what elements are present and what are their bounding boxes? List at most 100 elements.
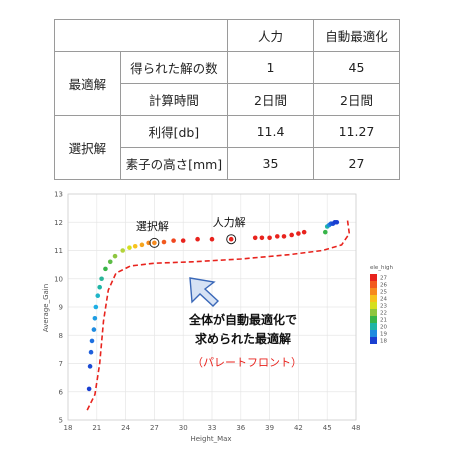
colorbar-label: 22 xyxy=(380,311,387,317)
colorbar-label: 19 xyxy=(380,332,387,338)
scatter-point xyxy=(152,240,157,246)
scatter-point xyxy=(87,364,93,369)
cell-gain-auto: 11.27 xyxy=(313,115,400,148)
row-label-time: 計算時間 xyxy=(119,83,229,116)
colorbar-swatch xyxy=(370,330,377,337)
row-label-height: 素子の高さ[mm] xyxy=(119,147,229,180)
y-axis-label: Average_Gain xyxy=(42,284,50,332)
header-manual: 人力 xyxy=(227,19,314,52)
group-optimal: 最適解 xyxy=(54,51,121,116)
cell-gain-manual: 11.4 xyxy=(227,115,314,148)
colorbar-swatch xyxy=(370,295,377,302)
scatter-point xyxy=(91,327,97,332)
selected-solution-label: 選択解 xyxy=(136,219,169,233)
x-tick-label: 33 xyxy=(208,424,217,432)
x-axis-label: Height_Max xyxy=(190,435,231,443)
colorbar-label: 18 xyxy=(380,339,387,345)
colorbar-swatch xyxy=(370,316,377,323)
scatter-point xyxy=(259,235,265,241)
x-tick-label: 24 xyxy=(121,424,130,432)
scatter-point xyxy=(322,229,328,235)
y-tick-label: 11 xyxy=(54,247,63,255)
scatter-point xyxy=(334,219,340,225)
colorbar-swatch xyxy=(370,323,377,330)
y-tick-label: 9 xyxy=(59,304,63,312)
colorbar-swatch xyxy=(370,302,377,309)
scatter-point xyxy=(209,236,215,242)
colorbar-swatch xyxy=(370,288,377,295)
scatter-point xyxy=(195,236,200,242)
scatter-point xyxy=(103,266,108,272)
colorbar-swatch xyxy=(370,274,377,281)
scatter-point xyxy=(180,238,186,243)
cell-solutions-manual: 1 xyxy=(227,51,314,84)
scatter-point xyxy=(161,239,167,245)
scatter-point xyxy=(99,276,104,282)
scatter-point xyxy=(107,259,113,265)
x-tick-label: 45 xyxy=(323,424,332,432)
x-tick-label: 39 xyxy=(265,424,274,432)
pareto-front-curve xyxy=(86,219,351,411)
scatter-point xyxy=(252,235,258,241)
colorbar-label: 26 xyxy=(380,283,387,289)
colorbar-swatch xyxy=(370,281,377,288)
comparison-table: 人力 自動最適化 最適解 得られた解の数 1 45 計算時間 2日間 2日間 選… xyxy=(54,19,400,180)
colorbar-label: 20 xyxy=(380,325,387,331)
colorbar-swatch xyxy=(370,309,377,316)
scatter-point xyxy=(112,253,118,259)
scatter-point xyxy=(120,248,126,253)
cell-height-manual: 35 xyxy=(227,147,314,180)
cell-height-auto: 27 xyxy=(313,147,400,180)
scatter-point xyxy=(127,245,132,250)
row-label-solutions: 得られた解の数 xyxy=(119,51,229,84)
scatter-point xyxy=(95,293,101,298)
y-tick-label: 7 xyxy=(59,360,63,368)
scatter-point xyxy=(132,243,138,249)
x-tick-label: 21 xyxy=(92,424,101,432)
x-tick-label: 27 xyxy=(150,424,159,432)
table-corner xyxy=(54,19,228,52)
cell-solutions-auto: 45 xyxy=(313,51,400,84)
scatter-point xyxy=(281,234,287,239)
x-tick-labels: 18 21 24 27 30 33 36 39 42 45 48 xyxy=(64,424,361,432)
colorbar-label: 24 xyxy=(380,297,387,303)
colorbar-swatch xyxy=(370,337,377,344)
pareto-label-line2: 求められた最適解 xyxy=(195,331,291,346)
y-tick-label: 13 xyxy=(54,191,63,199)
x-tick-label: 36 xyxy=(236,424,245,432)
colorbar-label: 27 xyxy=(380,276,387,282)
y-tick-label: 6 xyxy=(59,388,64,396)
scatter-points xyxy=(86,219,340,392)
scatter-point xyxy=(86,386,92,392)
scatter-point xyxy=(289,232,294,238)
scatter-point xyxy=(97,284,102,290)
scatter-point xyxy=(92,316,98,321)
solution-annotations: 選択解 人力解 xyxy=(136,215,246,248)
selected-solution-marker xyxy=(149,237,160,248)
colorbar-label: 25 xyxy=(380,290,387,296)
plot-grid xyxy=(67,193,357,421)
scatter-point xyxy=(89,338,95,344)
x-tick-label: 42 xyxy=(294,424,303,432)
scatter-point xyxy=(139,242,145,248)
pareto-scatter-chart: 18 21 24 27 30 33 36 39 42 45 48 5 6 7 8 9 10 11 12 13 Hei… xyxy=(42,191,394,444)
scatter-point xyxy=(88,349,94,355)
x-tick-label: 18 xyxy=(64,424,73,432)
header-auto: 自動最適化 xyxy=(313,19,400,52)
y-tick-label: 12 xyxy=(54,219,63,227)
colorbar-label: 21 xyxy=(380,318,387,324)
scatter-point xyxy=(267,235,272,241)
pareto-label-line1: 全体が自動最適化で xyxy=(188,312,297,327)
scatter-point xyxy=(93,304,99,310)
row-label-gain: 利得[db] xyxy=(119,115,229,148)
colorbar-title: ele_high xyxy=(370,265,394,271)
selected-solution-marker xyxy=(226,234,237,245)
x-tick-label: 30 xyxy=(179,424,188,432)
pareto-front-sublabel: （パレートフロント） xyxy=(192,356,302,369)
selected-solution-label: 人力解 xyxy=(213,215,246,229)
x-tick-label: 48 xyxy=(352,424,361,432)
scatter-point xyxy=(274,234,280,239)
cell-time-auto: 2日間 xyxy=(313,83,400,116)
y-tick-labels: 5 6 7 8 9 10 11 12 13 xyxy=(54,191,63,425)
